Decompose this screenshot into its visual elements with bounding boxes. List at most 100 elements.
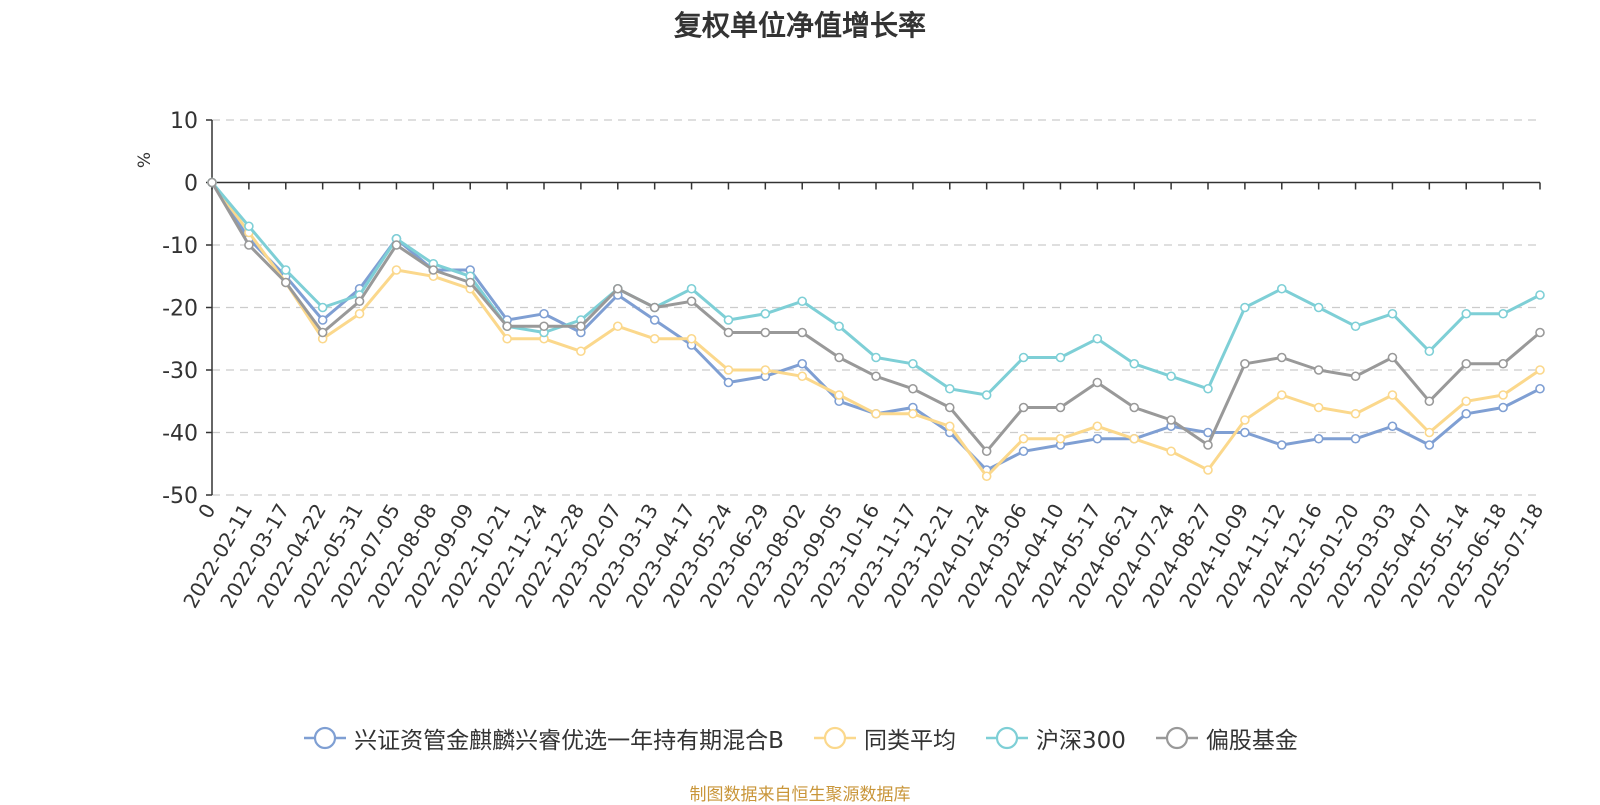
data-point[interactable]: [502, 333, 512, 344]
data-point[interactable]: [1203, 383, 1213, 394]
data-point[interactable]: [391, 240, 402, 250]
data-point[interactable]: [1498, 358, 1508, 369]
data-point[interactable]: [1276, 390, 1287, 400]
data-point[interactable]: [944, 421, 955, 432]
data-point[interactable]: [649, 333, 660, 344]
data-point[interactable]: [649, 302, 660, 313]
data-point[interactable]: [317, 315, 328, 325]
data-point[interactable]: [1055, 402, 1066, 413]
data-point[interactable]: [1092, 377, 1103, 388]
data-point[interactable]: [1498, 308, 1508, 319]
legend-item-1[interactable]: 同类平均: [812, 721, 956, 755]
data-point[interactable]: [1240, 302, 1250, 313]
data-point[interactable]: [1424, 346, 1435, 357]
data-point[interactable]: [1276, 440, 1287, 450]
data-point[interactable]: [1461, 358, 1472, 369]
data-point[interactable]: [1092, 421, 1103, 432]
data-point[interactable]: [1313, 302, 1324, 313]
data-point[interactable]: [1092, 433, 1103, 444]
data-point[interactable]: [1092, 333, 1103, 344]
data-point[interactable]: [797, 371, 808, 382]
data-point[interactable]: [1129, 402, 1140, 413]
data-point[interactable]: [1424, 440, 1435, 450]
data-point[interactable]: [1424, 396, 1435, 407]
data-point[interactable]: [1018, 352, 1029, 363]
data-point[interactable]: [981, 471, 992, 482]
data-point[interactable]: [280, 265, 291, 275]
data-point[interactable]: [723, 365, 734, 375]
data-point[interactable]: [317, 327, 328, 338]
data-point[interactable]: [834, 390, 844, 400]
data-point[interactable]: [354, 308, 365, 319]
data-point[interactable]: [1535, 365, 1545, 375]
data-point[interactable]: [1203, 465, 1213, 475]
data-point[interactable]: [539, 308, 549, 319]
data-point[interactable]: [908, 383, 918, 394]
data-point[interactable]: [1498, 390, 1508, 400]
data-point[interactable]: [1350, 433, 1361, 444]
data-point[interactable]: [1535, 383, 1545, 394]
data-point[interactable]: [1129, 433, 1140, 444]
data-point[interactable]: [465, 277, 476, 288]
data-point[interactable]: [834, 352, 844, 363]
data-point[interactable]: [1203, 440, 1213, 450]
data-point[interactable]: [723, 315, 734, 325]
data-point[interactable]: [502, 321, 512, 332]
data-point[interactable]: [797, 296, 808, 307]
data-point[interactable]: [649, 315, 660, 325]
data-point[interactable]: [1350, 408, 1361, 419]
data-point[interactable]: [1313, 433, 1324, 444]
data-point[interactable]: [207, 177, 217, 188]
data-point[interactable]: [944, 402, 955, 413]
data-point[interactable]: [1387, 308, 1398, 319]
data-point[interactable]: [760, 327, 771, 338]
data-point[interactable]: [760, 365, 771, 375]
data-point[interactable]: [1387, 352, 1398, 363]
legend-item-2[interactable]: 沪深300: [984, 721, 1126, 755]
data-point[interactable]: [686, 333, 697, 344]
data-point[interactable]: [576, 346, 586, 357]
data-point[interactable]: [1240, 427, 1250, 438]
data-point[interactable]: [1498, 402, 1508, 413]
data-point[interactable]: [1166, 446, 1176, 457]
data-point[interactable]: [760, 308, 771, 319]
data-point[interactable]: [244, 240, 254, 250]
data-point[interactable]: [1240, 415, 1250, 425]
data-point[interactable]: [981, 446, 992, 457]
data-point[interactable]: [1166, 415, 1176, 425]
data-point[interactable]: [834, 321, 844, 332]
data-point[interactable]: [1387, 421, 1398, 432]
data-point[interactable]: [797, 358, 808, 369]
data-point[interactable]: [1461, 308, 1472, 319]
data-point[interactable]: [1535, 290, 1545, 300]
data-point[interactable]: [908, 408, 918, 419]
data-point[interactable]: [1350, 371, 1361, 382]
data-point[interactable]: [1018, 433, 1029, 444]
data-point[interactable]: [1129, 358, 1140, 369]
data-point[interactable]: [871, 371, 881, 382]
data-point[interactable]: [981, 390, 992, 400]
data-point[interactable]: [280, 277, 291, 288]
data-point[interactable]: [1276, 352, 1287, 363]
data-point[interactable]: [1461, 396, 1472, 407]
data-point[interactable]: [612, 283, 623, 294]
data-point[interactable]: [1276, 283, 1287, 294]
data-point[interactable]: [576, 321, 586, 332]
data-point[interactable]: [539, 321, 549, 332]
data-point[interactable]: [871, 352, 881, 363]
data-point[interactable]: [1018, 402, 1029, 413]
data-point[interactable]: [612, 321, 623, 332]
data-point[interactable]: [908, 358, 918, 369]
data-point[interactable]: [723, 377, 734, 388]
data-point[interactable]: [1461, 408, 1472, 419]
data-point[interactable]: [244, 221, 254, 232]
legend-item-0[interactable]: 兴证资管金麒麟兴睿优选一年持有期混合B: [302, 721, 784, 755]
data-point[interactable]: [1535, 327, 1545, 338]
data-point[interactable]: [871, 408, 881, 419]
data-point[interactable]: [317, 302, 328, 313]
data-point[interactable]: [1166, 371, 1176, 382]
data-point[interactable]: [1055, 433, 1066, 444]
data-point[interactable]: [1387, 390, 1398, 400]
data-point[interactable]: [797, 327, 808, 338]
data-point[interactable]: [686, 283, 697, 294]
